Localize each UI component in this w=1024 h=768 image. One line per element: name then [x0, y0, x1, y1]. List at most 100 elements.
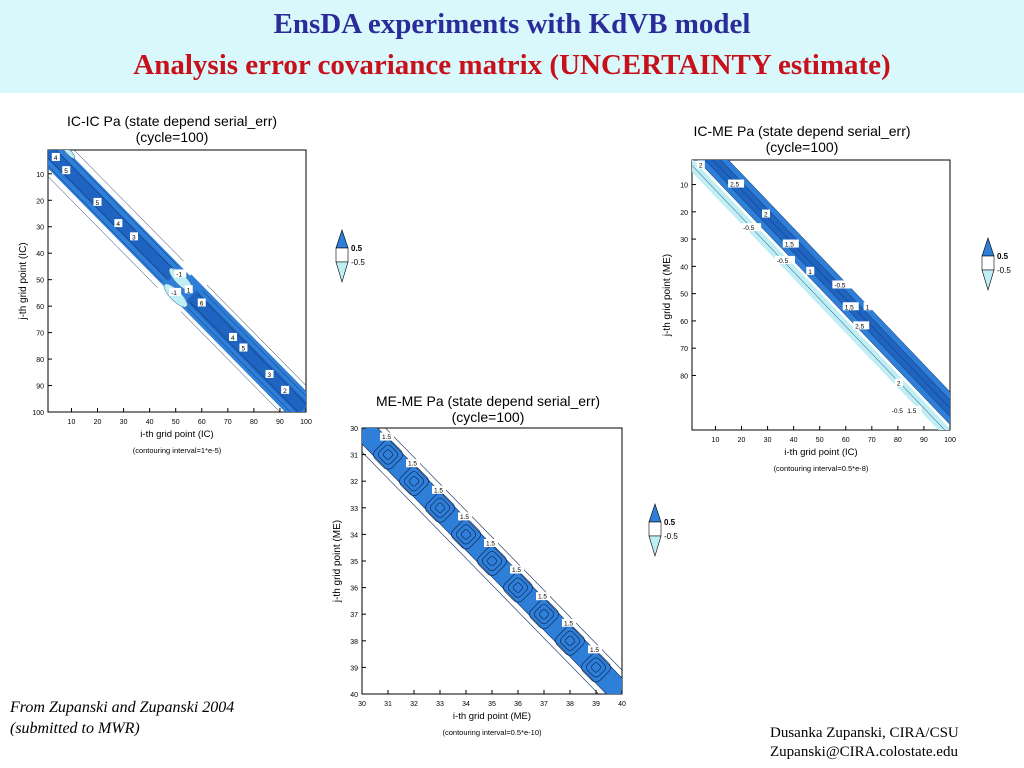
chart3-contour-line	[362, 443, 607, 694]
chart2-xtick-label: 50	[816, 437, 824, 444]
chart1-contour-label: 5	[64, 168, 68, 175]
chart3-xtick-label: 36	[514, 701, 522, 708]
chart1-contour-label: 3	[132, 234, 136, 241]
chart3-peak-label: 1.5	[538, 594, 547, 601]
chart2-xtick-label: 30	[764, 437, 772, 444]
chart3-note: (contouring interval=0.5*e-10)	[442, 728, 542, 737]
chart-ic-ic: IC-IC Pa (state depend serial_err)(cycle…	[18, 113, 365, 455]
chart3-peak-contour	[425, 492, 455, 523]
chart2-contour-label: -0.5	[834, 282, 846, 289]
chart1-contour-line	[73, 150, 184, 262]
chart1-contour-line	[201, 290, 306, 397]
chart1-contour-label-bg	[62, 166, 71, 175]
chart2-ytick-label: 40	[680, 264, 688, 271]
chart2-contour-label-bg	[863, 302, 872, 311]
chart3-peak-contour	[455, 524, 477, 545]
chart2-contour-label-bg	[853, 321, 870, 330]
chart1-ytick-label: 40	[36, 251, 44, 258]
chart1-contour-label: 2	[283, 388, 287, 395]
chart3-peak-contour	[382, 449, 394, 460]
chart3-legend-positive	[648, 503, 662, 523]
chart3-ytick-label: 36	[350, 586, 358, 593]
chart2-contour-label: 2.5	[855, 323, 864, 330]
chart3-peak-label-bg	[380, 432, 394, 441]
chart1-contour-line	[189, 301, 299, 412]
chart3-legend-label-neg: -0.5	[664, 532, 678, 541]
chart2-contour-label: 1.5	[785, 242, 794, 249]
chart3-peak-contour	[507, 577, 529, 598]
chart1-note: (contouring interval=1*e-5)	[133, 446, 222, 455]
chart3-peak-label-bg	[588, 645, 602, 654]
chart2-contours: 22.52-0.51.5-0.51-0.51.52.512-0.5 1.5	[692, 160, 950, 430]
citation-line-1: From Zupanski and Zupanski 2004	[10, 699, 235, 716]
chart2-xtick-label: 20	[738, 437, 746, 444]
chart2-contour-label: 2	[897, 381, 901, 388]
chart2-legend-label-pos: 0.5	[997, 252, 1009, 261]
chart1-contour-label: 4	[231, 335, 235, 342]
chart3-peak-contour	[503, 572, 533, 603]
chart1-contour-line	[180, 311, 281, 412]
chart1-xtick-label: 70	[224, 419, 232, 426]
chart1-legend-label-neg: -0.5	[351, 258, 365, 267]
citation-line-2: (submitted to MWR)	[10, 720, 140, 737]
chart3-peak-contour	[373, 439, 403, 470]
chart1-contour-label-bg	[281, 385, 290, 394]
chart3-peak-contour	[512, 582, 524, 593]
chart1-xtick-label: 90	[276, 419, 284, 426]
chart3-legend-zero	[648, 521, 662, 537]
chart1-contour-label-bg	[93, 197, 102, 206]
chart2-ytick-label: 70	[680, 346, 688, 353]
chart3-peak-contour	[403, 471, 425, 492]
chart2-contour-line	[720, 160, 950, 401]
chart1-ytick-label: 70	[36, 331, 44, 338]
chart2-legend-positive	[981, 237, 995, 257]
chart1-xtick-label: 10	[68, 419, 76, 426]
chart1-contour-line	[185, 305, 291, 412]
chart3-peak-contour	[529, 599, 559, 630]
chart3-peak-label-bg	[432, 485, 446, 494]
chart1-xlabel: i-th grid point (IC)	[140, 429, 213, 440]
chart2-contour-label-bg	[806, 266, 815, 275]
chart2-legend-zero	[981, 255, 995, 271]
chart3-peak-contour	[590, 662, 602, 673]
chart1-contour-label: -1	[176, 271, 182, 278]
chart1-contour-line	[63, 150, 179, 267]
chart2-xtick-label: 100	[944, 437, 956, 444]
chart1-contour-line	[206, 284, 306, 386]
chart2-title: IC-ME Pa (state depend serial_err)	[693, 123, 910, 139]
chart3-ytick-label: 34	[350, 532, 358, 539]
chart1-subtitle: (cycle=100)	[136, 129, 209, 145]
chart3-xtick-label: 35	[488, 701, 496, 708]
chart1-ytick-label: 10	[36, 172, 44, 179]
chart1-ytick-label: 80	[36, 357, 44, 364]
chart3-subtitle: (cycle=100)	[452, 409, 525, 425]
chart3-xtick-label: 37	[540, 701, 548, 708]
chart3-peak-label-bg	[562, 618, 576, 627]
chart1-contour-label-bg	[229, 332, 238, 341]
chart1-contour-label: 4	[116, 221, 120, 228]
chart1-contour-label-bg	[239, 343, 248, 352]
chart1-xtick-label: 30	[120, 419, 128, 426]
chart2-contour-line	[692, 165, 946, 430]
chart3-peak-contour	[581, 652, 611, 683]
chart3-peak-contour	[538, 609, 550, 620]
chart2-contour-label: -0.5	[743, 225, 755, 232]
chart1-ytick-label: 90	[36, 384, 44, 391]
chart3-peak-label-bg	[484, 539, 498, 547]
chart2-ylabel: j-th grid point (ME)	[662, 254, 673, 337]
chart1-xtick-label: 100	[300, 419, 312, 426]
chart1-contour-label-bg	[265, 369, 274, 378]
author-email: Zupanski@CIRA.colostate.edu	[770, 744, 958, 760]
chart2-xtick-label: 80	[894, 437, 902, 444]
chart1-contour-label: 3	[268, 372, 272, 379]
chart1-contour-label-bg	[51, 152, 60, 161]
chart3-peak-contour	[399, 466, 429, 497]
chart1-contour-label-bg	[184, 285, 193, 294]
chart2-ytick-label: 80	[680, 373, 688, 380]
chart2-contour-label-bg	[889, 405, 910, 414]
chart2-contour-label: 1.5	[845, 304, 854, 311]
chart3-ytick-label: 39	[350, 665, 358, 672]
chart1-legend-label-pos: 0.5	[351, 244, 363, 253]
chart3-xtick-label: 31	[384, 701, 392, 708]
chart3-title: ME-ME Pa (state depend serial_err)	[376, 393, 600, 409]
